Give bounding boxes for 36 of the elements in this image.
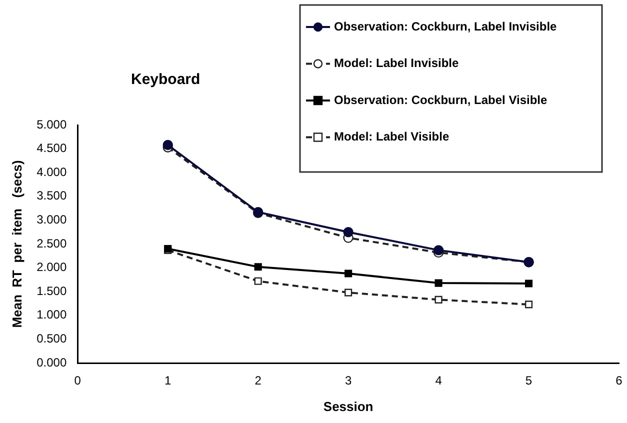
x-tick-label: 5 xyxy=(525,374,532,388)
point xyxy=(343,227,354,238)
x-tick-label: 0 xyxy=(74,374,82,388)
x-axis-title: Session xyxy=(323,398,374,414)
legend-label: Model: Label Visible xyxy=(334,130,450,144)
y-tick-label: 1.000 xyxy=(36,308,67,322)
x-tick-label: 3 xyxy=(344,374,352,388)
y-tick-label: 0.000 xyxy=(36,355,67,370)
point xyxy=(524,300,533,308)
point xyxy=(254,277,262,285)
legend-label: Observation: Cockburn, Label Visible xyxy=(334,92,548,107)
y-tick-label: 4.500 xyxy=(36,141,67,156)
y-axis-title: Mean RT per item (secs) xyxy=(9,160,24,328)
point xyxy=(433,245,444,256)
y-tick-label: 1.500 xyxy=(36,284,67,298)
y-tick-label: 2.000 xyxy=(36,260,67,274)
legend-label: Observation: Cockburn, Label Invisible xyxy=(334,19,558,34)
point xyxy=(344,270,352,278)
x-tick-label: 2 xyxy=(254,374,262,388)
point xyxy=(254,263,262,271)
y-tick-label: 3.000 xyxy=(36,212,67,227)
x-tick-label: 4 xyxy=(435,374,442,388)
legend-label: Model: Label Invisible xyxy=(334,56,460,70)
y-tick-label: 2.500 xyxy=(36,236,67,250)
y-tick-label: 5.000 xyxy=(36,117,67,132)
point xyxy=(162,140,173,150)
chart-title: Keyboard xyxy=(131,71,200,88)
y-tick-label: 3.500 xyxy=(36,188,67,203)
point xyxy=(524,280,533,288)
y-tick-label: 0.500 xyxy=(36,332,67,346)
x-tick-label: 1 xyxy=(164,374,172,388)
point xyxy=(344,288,352,296)
x-tick-label: 6 xyxy=(616,374,623,388)
y-tick-label: 4.000 xyxy=(36,164,67,179)
point xyxy=(434,296,442,304)
point xyxy=(434,279,442,287)
